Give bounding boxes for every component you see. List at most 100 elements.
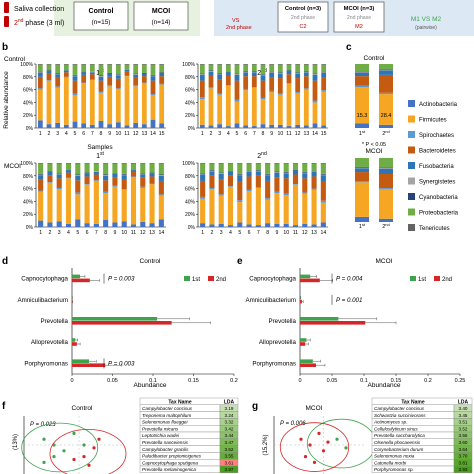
- stack-segment: [140, 173, 146, 174]
- stack-segment: [283, 193, 289, 195]
- stack-segment: [46, 73, 52, 80]
- stack-segment: [84, 163, 90, 164]
- stack-segment: [107, 73, 113, 77]
- stack-segment: [37, 72, 43, 73]
- mcoi-first-label: 1st: [96, 151, 104, 160]
- stack-segment: [103, 163, 109, 175]
- stack-segment: [98, 120, 104, 128]
- hbar: [300, 359, 313, 363]
- legend-swatch: [408, 131, 415, 138]
- stack-segment: [295, 72, 301, 74]
- stack-segment: [200, 198, 206, 224]
- control-box: [73, 1, 129, 31]
- stack-segment: [149, 176, 155, 184]
- scatter-point: [82, 443, 86, 447]
- stack-segment: [260, 97, 266, 100]
- y-tick-label: 40%: [185, 100, 196, 106]
- group-stack-segment: [355, 85, 369, 88]
- stack-segment: [63, 70, 69, 73]
- stack-segment: [72, 121, 78, 128]
- scatter-point: [52, 455, 56, 459]
- stack-segment: [208, 87, 214, 89]
- stack-segment: [265, 198, 271, 200]
- stack-segment: [260, 74, 266, 76]
- stack-segment: [56, 178, 62, 188]
- panel-e-title: MCOI: [376, 258, 393, 265]
- stack-segment: [115, 78, 121, 89]
- scatter-point: [72, 457, 76, 462]
- legend-swatch: [408, 115, 415, 123]
- stack-segment: [133, 73, 139, 75]
- lda-value-cell: 3.52: [459, 426, 468, 431]
- stack-segment: [130, 163, 137, 164]
- stack-segment: [209, 170, 215, 172]
- sample-tick-label: 12: [140, 230, 146, 236]
- stack-segment: [55, 77, 61, 87]
- stack-segment: [237, 222, 243, 227]
- stack-segment: [311, 189, 317, 225]
- y-tick-label: 0%: [188, 225, 196, 231]
- stack-segment: [251, 72, 257, 77]
- tax-name-cell: Selenomonas flueggei: [142, 420, 188, 425]
- stack-segment: [72, 74, 78, 76]
- legend-label: Fusobacteria: [419, 164, 454, 170]
- stack-segment: [255, 163, 261, 164]
- scatter-point: [82, 455, 86, 459]
- stack-segment: [234, 74, 240, 81]
- group-stack-segment: [355, 167, 369, 169]
- stack-segment: [217, 64, 223, 65]
- x-tick-label: 0.15: [188, 378, 199, 384]
- stack-segment: [75, 163, 81, 164]
- stack-segment: [255, 170, 261, 171]
- category-label: Prevotella: [268, 318, 296, 325]
- lda-value-cell: 3.44: [225, 433, 234, 438]
- stack-segment: [150, 76, 156, 81]
- stack-segment: [159, 72, 165, 77]
- legend-label: Bacteroidetes: [419, 149, 456, 155]
- group-value-label: 15.3: [357, 113, 368, 119]
- stack-segment: [283, 163, 289, 164]
- sample-tick-label: 14: [312, 131, 318, 137]
- hbar: [72, 321, 172, 325]
- stack-segment: [283, 195, 289, 224]
- sample-tick-label: 2: [210, 230, 213, 236]
- sample-tick-label: 6: [248, 230, 251, 236]
- stack-segment: [84, 184, 90, 224]
- group-stack-segment: [379, 174, 393, 189]
- stack-segment: [158, 174, 164, 176]
- stack-segment: [225, 85, 231, 127]
- stack-segment: [218, 173, 224, 174]
- stack-segment: [38, 173, 44, 175]
- scatter-point: [317, 431, 321, 435]
- sample-tick-label: 6: [244, 131, 247, 137]
- stack-segment: [199, 73, 205, 75]
- stack-segment: [103, 175, 109, 176]
- legend-swatch: [184, 276, 190, 281]
- panel-b-xlabel: Samples: [87, 144, 113, 151]
- sample-tick-label: 3: [218, 131, 221, 137]
- group-stack-segment: [379, 168, 393, 169]
- stack-segment: [200, 223, 206, 227]
- stack-segment: [227, 175, 234, 187]
- stack-segment: [234, 123, 240, 128]
- c-mcoi-second: 2nd: [382, 222, 390, 230]
- hbar: [300, 299, 302, 304]
- stack-segment: [115, 88, 121, 123]
- stack-segment: [150, 95, 156, 120]
- stack-segment: [311, 176, 317, 189]
- sample-tick-label: 10: [277, 131, 283, 137]
- stack-segment: [107, 76, 113, 86]
- stack-segment: [199, 74, 205, 81]
- scatter-point: [62, 449, 66, 453]
- group-stack-segment: [355, 158, 369, 167]
- stack-segment: [89, 80, 95, 125]
- tax-name-cell: Leptotrichia wadei: [142, 433, 180, 438]
- group-stack-segment: [355, 172, 369, 182]
- stack-segment: [295, 78, 301, 93]
- stack-segment: [260, 80, 266, 98]
- stack-segment: [265, 180, 271, 199]
- stack-segment: [141, 82, 147, 84]
- stack-segment: [218, 179, 224, 195]
- control-box-title: Control: [89, 8, 114, 15]
